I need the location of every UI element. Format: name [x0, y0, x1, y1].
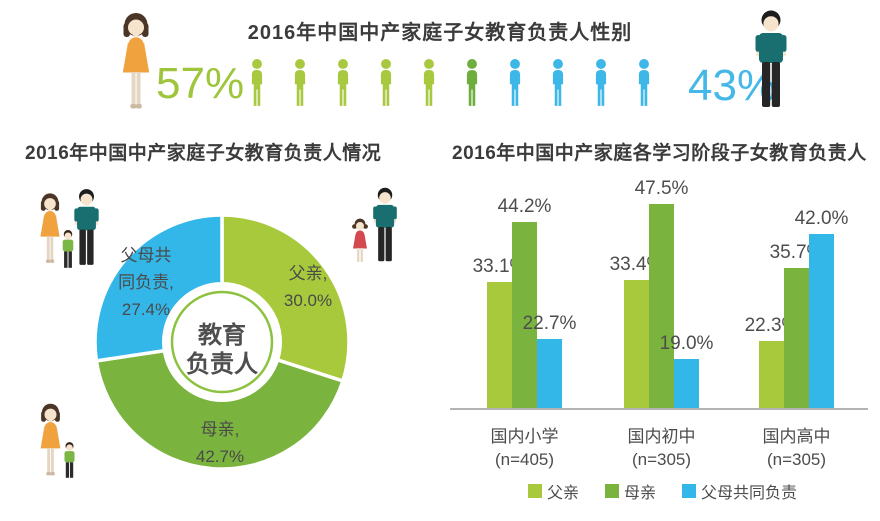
category-sublabel: (n=305): [631, 450, 692, 469]
slice-label-father: 父亲, 30.0%: [283, 264, 333, 310]
bar-父亲-国内高中: [759, 341, 784, 408]
legend-item-母亲: 母亲: [604, 479, 656, 503]
donut-center-line1: 教育: [198, 322, 246, 349]
pictogram-row: [246, 58, 655, 109]
father-daughter-icon: [352, 187, 397, 262]
bar-父母共同负责-国内初中: [674, 359, 699, 408]
bar-value-label: 44.2%: [497, 196, 552, 217]
bar-父亲-国内小学: [487, 282, 512, 408]
banner-title: 2016年中国中产家庭子女教育负责人性别: [247, 22, 633, 44]
legend-swatch: [682, 484, 696, 498]
bar-chart-legend: 父亲 母亲 父母共同负责: [455, 479, 870, 503]
donut-center-label: 教育 负责人: [162, 321, 282, 379]
donut-slice: [94, 340, 346, 471]
mother-son-icon: [40, 403, 75, 478]
person-figure-icon: [590, 58, 612, 109]
legend-label: 父亲: [546, 485, 579, 502]
bar-chart: 33.1% 33.4% 22.3% 44.2% 47.5% 35.7% 22.7% 19.0%…: [450, 162, 870, 469]
bar-父母共同负责-国内高中: [809, 234, 834, 408]
person-figure-icon: [418, 58, 440, 109]
bar-父亲-国内初中: [624, 280, 649, 408]
person-figure-icon: [547, 58, 569, 109]
bar-母亲-国内小学: [512, 222, 537, 408]
legend-label: 父母共同负责: [701, 485, 798, 502]
donut-chart: [93, 213, 351, 471]
person-figure-icon: [246, 58, 268, 109]
person-figure-icon: [633, 58, 655, 109]
category-label: 国内初中: [627, 427, 696, 446]
legend-swatch: [527, 484, 542, 498]
bar-母亲-国内初中: [649, 204, 674, 408]
person-figure-icon: [461, 58, 483, 109]
man-icon: [755, 10, 787, 107]
slice-label-mother: 母亲, 42.7%: [195, 420, 245, 466]
bar-母亲-国内高中: [784, 268, 809, 408]
bar-value-label: 19.0%: [659, 333, 714, 354]
pie-chart-title: 2016年中国中产家庭子女教育负责人情况: [25, 143, 382, 164]
legend-swatch: [604, 484, 619, 498]
x-axis-line: [450, 408, 868, 410]
slice-label-joint: 父母共 同负责, 27.4%: [118, 246, 174, 319]
category-sublabel: (n=405): [494, 450, 555, 469]
person-figure-icon: [504, 58, 526, 109]
bar-父母共同负责-国内小学: [537, 339, 562, 408]
bar-value-label: 47.5%: [634, 178, 689, 199]
category-label: 国内高中: [762, 427, 831, 446]
male-percentage: 43%: [688, 61, 777, 110]
bar-chart-title: 2016年中国中产家庭各学习阶段子女教育负责人: [452, 143, 867, 164]
bar-value-label: 42.0%: [794, 208, 849, 229]
person-figure-icon: [332, 58, 354, 109]
female-percentage: 57%: [156, 59, 245, 108]
woman-icon: [122, 13, 150, 109]
donut-inner-ring: [170, 290, 274, 394]
bar-value-label: 22.7%: [522, 313, 577, 334]
legend-item-父亲: 父亲: [527, 479, 579, 503]
legend-item-父母共同负责: 父母共同负责: [682, 479, 797, 503]
donut-center-line2: 负责人: [186, 351, 258, 378]
person-figure-icon: [289, 58, 311, 109]
category-label: 国内小学: [490, 427, 559, 446]
category-sublabel: (n=305): [766, 450, 827, 469]
legend-label: 母亲: [623, 485, 656, 502]
person-figure-icon: [375, 58, 397, 109]
